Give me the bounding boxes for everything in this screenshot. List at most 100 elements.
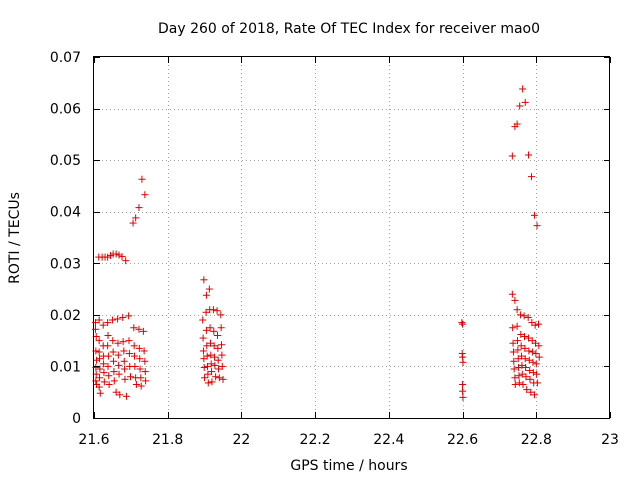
data-point <box>105 380 113 388</box>
data-point <box>218 351 226 359</box>
data-point <box>104 331 112 339</box>
x-tick-label: 22.2 <box>300 432 331 448</box>
data-point <box>131 352 139 360</box>
data-point <box>199 347 207 355</box>
x-tick-label: 23 <box>601 432 619 448</box>
data-point <box>135 344 143 352</box>
data-point <box>211 361 219 369</box>
data-point <box>515 379 523 387</box>
data-point <box>112 250 120 258</box>
data-point <box>509 339 517 347</box>
data-point <box>218 362 226 370</box>
data-point <box>532 350 540 358</box>
data-point <box>520 312 528 320</box>
data-point <box>509 348 517 356</box>
data-point <box>122 257 130 265</box>
grid <box>94 57 610 418</box>
data-point <box>519 85 527 93</box>
data-point <box>95 316 103 324</box>
data-point <box>122 392 130 400</box>
x-tick-label: 22.6 <box>447 432 478 448</box>
data-point <box>104 352 112 360</box>
data-point <box>526 367 534 375</box>
data-point <box>110 368 118 376</box>
y-tick-label: 0.02 <box>50 308 81 324</box>
data-point <box>210 342 218 350</box>
data-point <box>139 327 147 335</box>
data-point <box>202 308 210 316</box>
data-point <box>459 387 467 395</box>
data-point <box>121 375 129 383</box>
data-point <box>137 374 145 382</box>
data-point <box>130 324 138 332</box>
data-point <box>104 362 112 370</box>
data-point <box>115 251 123 259</box>
data-point <box>213 331 221 339</box>
data-point <box>99 321 107 329</box>
data-point <box>110 357 118 365</box>
data-point <box>521 98 529 106</box>
data-point <box>104 253 112 261</box>
data-point <box>205 285 213 293</box>
data-point <box>126 373 134 381</box>
data-point <box>112 388 120 396</box>
data-point <box>137 382 145 390</box>
data-points <box>91 85 543 401</box>
data-point <box>529 369 537 377</box>
data-point <box>459 380 467 388</box>
data-point <box>100 369 108 377</box>
data-point <box>531 321 539 329</box>
data-point <box>125 312 133 320</box>
data-point <box>120 357 128 365</box>
y-tick-label: 0.07 <box>50 50 81 66</box>
data-point <box>529 358 537 366</box>
data-point <box>141 191 149 199</box>
data-point <box>208 368 216 376</box>
data-point <box>530 211 538 219</box>
x-axis-label: GPS time / hours <box>290 458 407 474</box>
data-point <box>138 175 146 183</box>
data-point <box>199 334 207 342</box>
data-point <box>114 315 122 323</box>
data-point <box>207 351 215 359</box>
data-point <box>513 322 521 330</box>
data-point <box>202 326 210 334</box>
data-point <box>104 319 112 327</box>
data-point <box>524 313 532 321</box>
data-point <box>215 365 223 373</box>
data-point <box>520 333 528 341</box>
data-point <box>535 353 543 361</box>
data-point <box>115 361 123 369</box>
data-point <box>513 337 521 345</box>
data-point <box>100 378 108 386</box>
data-point <box>135 204 143 212</box>
data-point <box>533 379 541 387</box>
data-point <box>96 374 104 382</box>
data-point <box>522 373 530 381</box>
data-point <box>104 342 112 350</box>
data-point <box>120 347 128 355</box>
data-point <box>114 351 122 359</box>
data-point <box>129 219 137 227</box>
y-tick-label: 0.04 <box>50 205 81 221</box>
data-point <box>210 327 218 335</box>
y-tick-label: 0.01 <box>50 359 81 375</box>
y-axis-label: ROTI / TECUs <box>7 192 23 284</box>
data-point <box>95 337 103 345</box>
data-point <box>523 386 531 394</box>
x-tick-label: 22.4 <box>373 432 404 448</box>
data-point <box>214 344 222 352</box>
data-point <box>517 342 525 350</box>
data-point <box>218 341 226 349</box>
data-point <box>141 368 149 376</box>
data-point <box>209 306 217 314</box>
data-point <box>211 353 219 361</box>
data-point <box>203 352 211 360</box>
data-point <box>199 316 207 324</box>
y-tick-label: 0.05 <box>50 153 81 169</box>
data-point <box>125 337 133 345</box>
x-tick-label: 21.8 <box>152 432 183 448</box>
data-point <box>525 356 533 364</box>
data-point <box>511 296 519 304</box>
